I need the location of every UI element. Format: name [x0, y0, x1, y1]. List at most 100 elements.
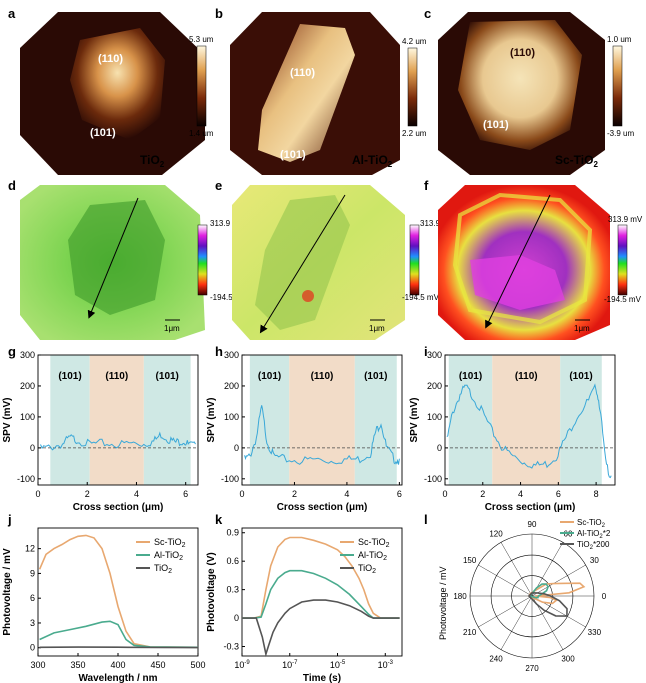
panel-label-b: b — [215, 6, 223, 21]
x-axis-label-g: Cross section (μm) — [73, 502, 164, 513]
polar-angle-label-330: 330 — [588, 628, 602, 637]
series-line-k-2 — [242, 599, 400, 658]
kpfm-crystal-e — [255, 195, 350, 330]
y-tick-label-h--100: -100 — [221, 474, 239, 484]
panel-label-j: j — [7, 512, 12, 527]
y-axis-label-j: Photovoltage / mV — [2, 548, 13, 636]
scale-max-c: 1.0 um — [607, 35, 632, 44]
x-tick-label-h-0: 0 — [239, 489, 244, 499]
y-tick-label-h-300: 300 — [224, 350, 239, 360]
polar-spoke-120 — [500, 542, 533, 597]
kpfm-min-f: -194.5 mV — [604, 295, 642, 304]
y-tick-label-j-0: 0 — [30, 643, 35, 653]
series-line-l-1 — [528, 583, 549, 599]
panel-f: f 313.9 mV -194.5 mV 1μm — [424, 178, 643, 340]
series-line-j-2 — [39, 646, 199, 649]
x-tick-label-k-0: 10-9 — [234, 660, 250, 670]
region-label-h-0: (101) — [258, 371, 281, 382]
region-g-2 — [143, 355, 191, 485]
x-tick-label-g-1: 2 — [85, 489, 90, 499]
x-tick-label-g-0: 0 — [35, 489, 40, 499]
facet-110-a: (110) — [98, 53, 123, 65]
y-tick-label-i-100: 100 — [427, 412, 442, 422]
legend-label-j-2: TiO2 — [154, 563, 172, 575]
region-label-g-0: (101) — [58, 371, 81, 382]
x-axis-label-k: Time (s) — [303, 673, 341, 683]
series-line-h-0 — [244, 405, 400, 465]
region-i-0 — [448, 355, 493, 485]
facet-110-b: (110) — [290, 67, 315, 79]
x-tick-label-j-2: 400 — [110, 660, 125, 670]
kpfm-max-e: 313.9 mV — [420, 219, 455, 228]
x-tick-label-h-2: 4 — [344, 489, 349, 499]
kpfm-min-e: -194.5 mV — [402, 293, 440, 302]
y-tick-label-k-0: 0 — [234, 613, 239, 623]
y-tick-label-i-200: 200 — [427, 381, 442, 391]
y-tick-label-i--100: -100 — [424, 474, 442, 484]
panel-label-g: g — [8, 344, 16, 359]
kpfm-max-d: 313.9 mV — [210, 219, 245, 228]
x-tick-label-j-4: 500 — [190, 660, 205, 670]
afm-crystal-a — [70, 28, 165, 140]
y-tick-label-i-300: 300 — [427, 350, 442, 360]
x-axis-label-j: Wavelength / nm — [78, 673, 157, 683]
panel-label-a: a — [8, 6, 16, 21]
facet-101-b: (101) — [280, 149, 306, 161]
polar-angle-label-240: 240 — [489, 654, 503, 663]
polar-angle-label-300: 300 — [561, 654, 575, 663]
scan-arrow-e — [259, 194, 346, 334]
y-tick-label-g-300: 300 — [20, 350, 35, 360]
afm-crystal-c — [458, 20, 582, 150]
legend-label-l-0: Sc-TiO2 — [577, 518, 606, 529]
region-label-i-2: (101) — [569, 371, 592, 382]
x-tick-label-i-3: 6 — [556, 489, 561, 499]
x-tick-label-j-3: 450 — [150, 660, 165, 670]
polar-angle-label-150: 150 — [463, 556, 477, 565]
y-tick-label-g-200: 200 — [20, 381, 35, 391]
axes-frame-g — [37, 354, 199, 486]
panel-a: a (110) (101) TiO2 5.3 um 1.4 um — [8, 6, 214, 175]
axes-frame-h — [241, 354, 403, 486]
polar-spoke-150 — [478, 564, 533, 597]
axes-frame-j — [37, 527, 199, 657]
kpfm-colorbar-d — [197, 224, 208, 296]
legend-label-j-0: Sc-TiO2 — [154, 537, 186, 549]
kpfm-magenta-region-f — [470, 255, 565, 310]
series-line-l-2 — [527, 592, 568, 617]
x-tick-label-h-3: 6 — [397, 489, 402, 499]
series-line-i-0 — [446, 383, 612, 479]
x-tick-label-g-2: 4 — [134, 489, 139, 499]
series-line-j-0 — [38, 534, 199, 649]
scalebar-label-e: 1μm — [369, 324, 385, 333]
series-line-j-1 — [39, 620, 199, 649]
scale-max-a: 5.3 um — [189, 35, 214, 44]
kpfm-colorbar-f — [617, 224, 628, 296]
panel-label-k: k — [215, 512, 223, 527]
scale-min-c: -3.9 um — [607, 129, 634, 138]
legend-label-j-1: Al-TiO2 — [154, 550, 183, 562]
x-tick-label-k-1: 10-7 — [282, 660, 298, 670]
legend-label-l-1: Al-TiO2*2 — [577, 529, 611, 540]
x-axis-label-h: Cross section (μm) — [277, 502, 368, 513]
x-tick-label-h-1: 2 — [292, 489, 297, 499]
panel-label-e: e — [215, 178, 222, 193]
scalebar-label-d: 1μm — [164, 324, 180, 333]
kpfm-max-f: 313.9 mV — [608, 215, 643, 224]
panel-label-l: l — [424, 512, 428, 527]
region-h-2 — [354, 355, 397, 485]
kpfm-crystal-d — [68, 200, 165, 315]
kpfm-colorbar-e — [409, 224, 420, 296]
y-tick-label-k-0.9: 0.9 — [226, 528, 239, 538]
region-label-i-1: (110) — [515, 371, 538, 382]
y-tick-label-g-100: 100 — [20, 412, 35, 422]
y-axis-label-h: SPV (mV) — [206, 397, 217, 442]
x-tick-label-j-0: 300 — [30, 660, 45, 670]
scale-max-b: 4.2 um — [402, 37, 427, 46]
polar-angle-label-180: 180 — [453, 592, 467, 601]
region-g-0 — [50, 355, 90, 485]
region-h-0 — [249, 355, 290, 485]
